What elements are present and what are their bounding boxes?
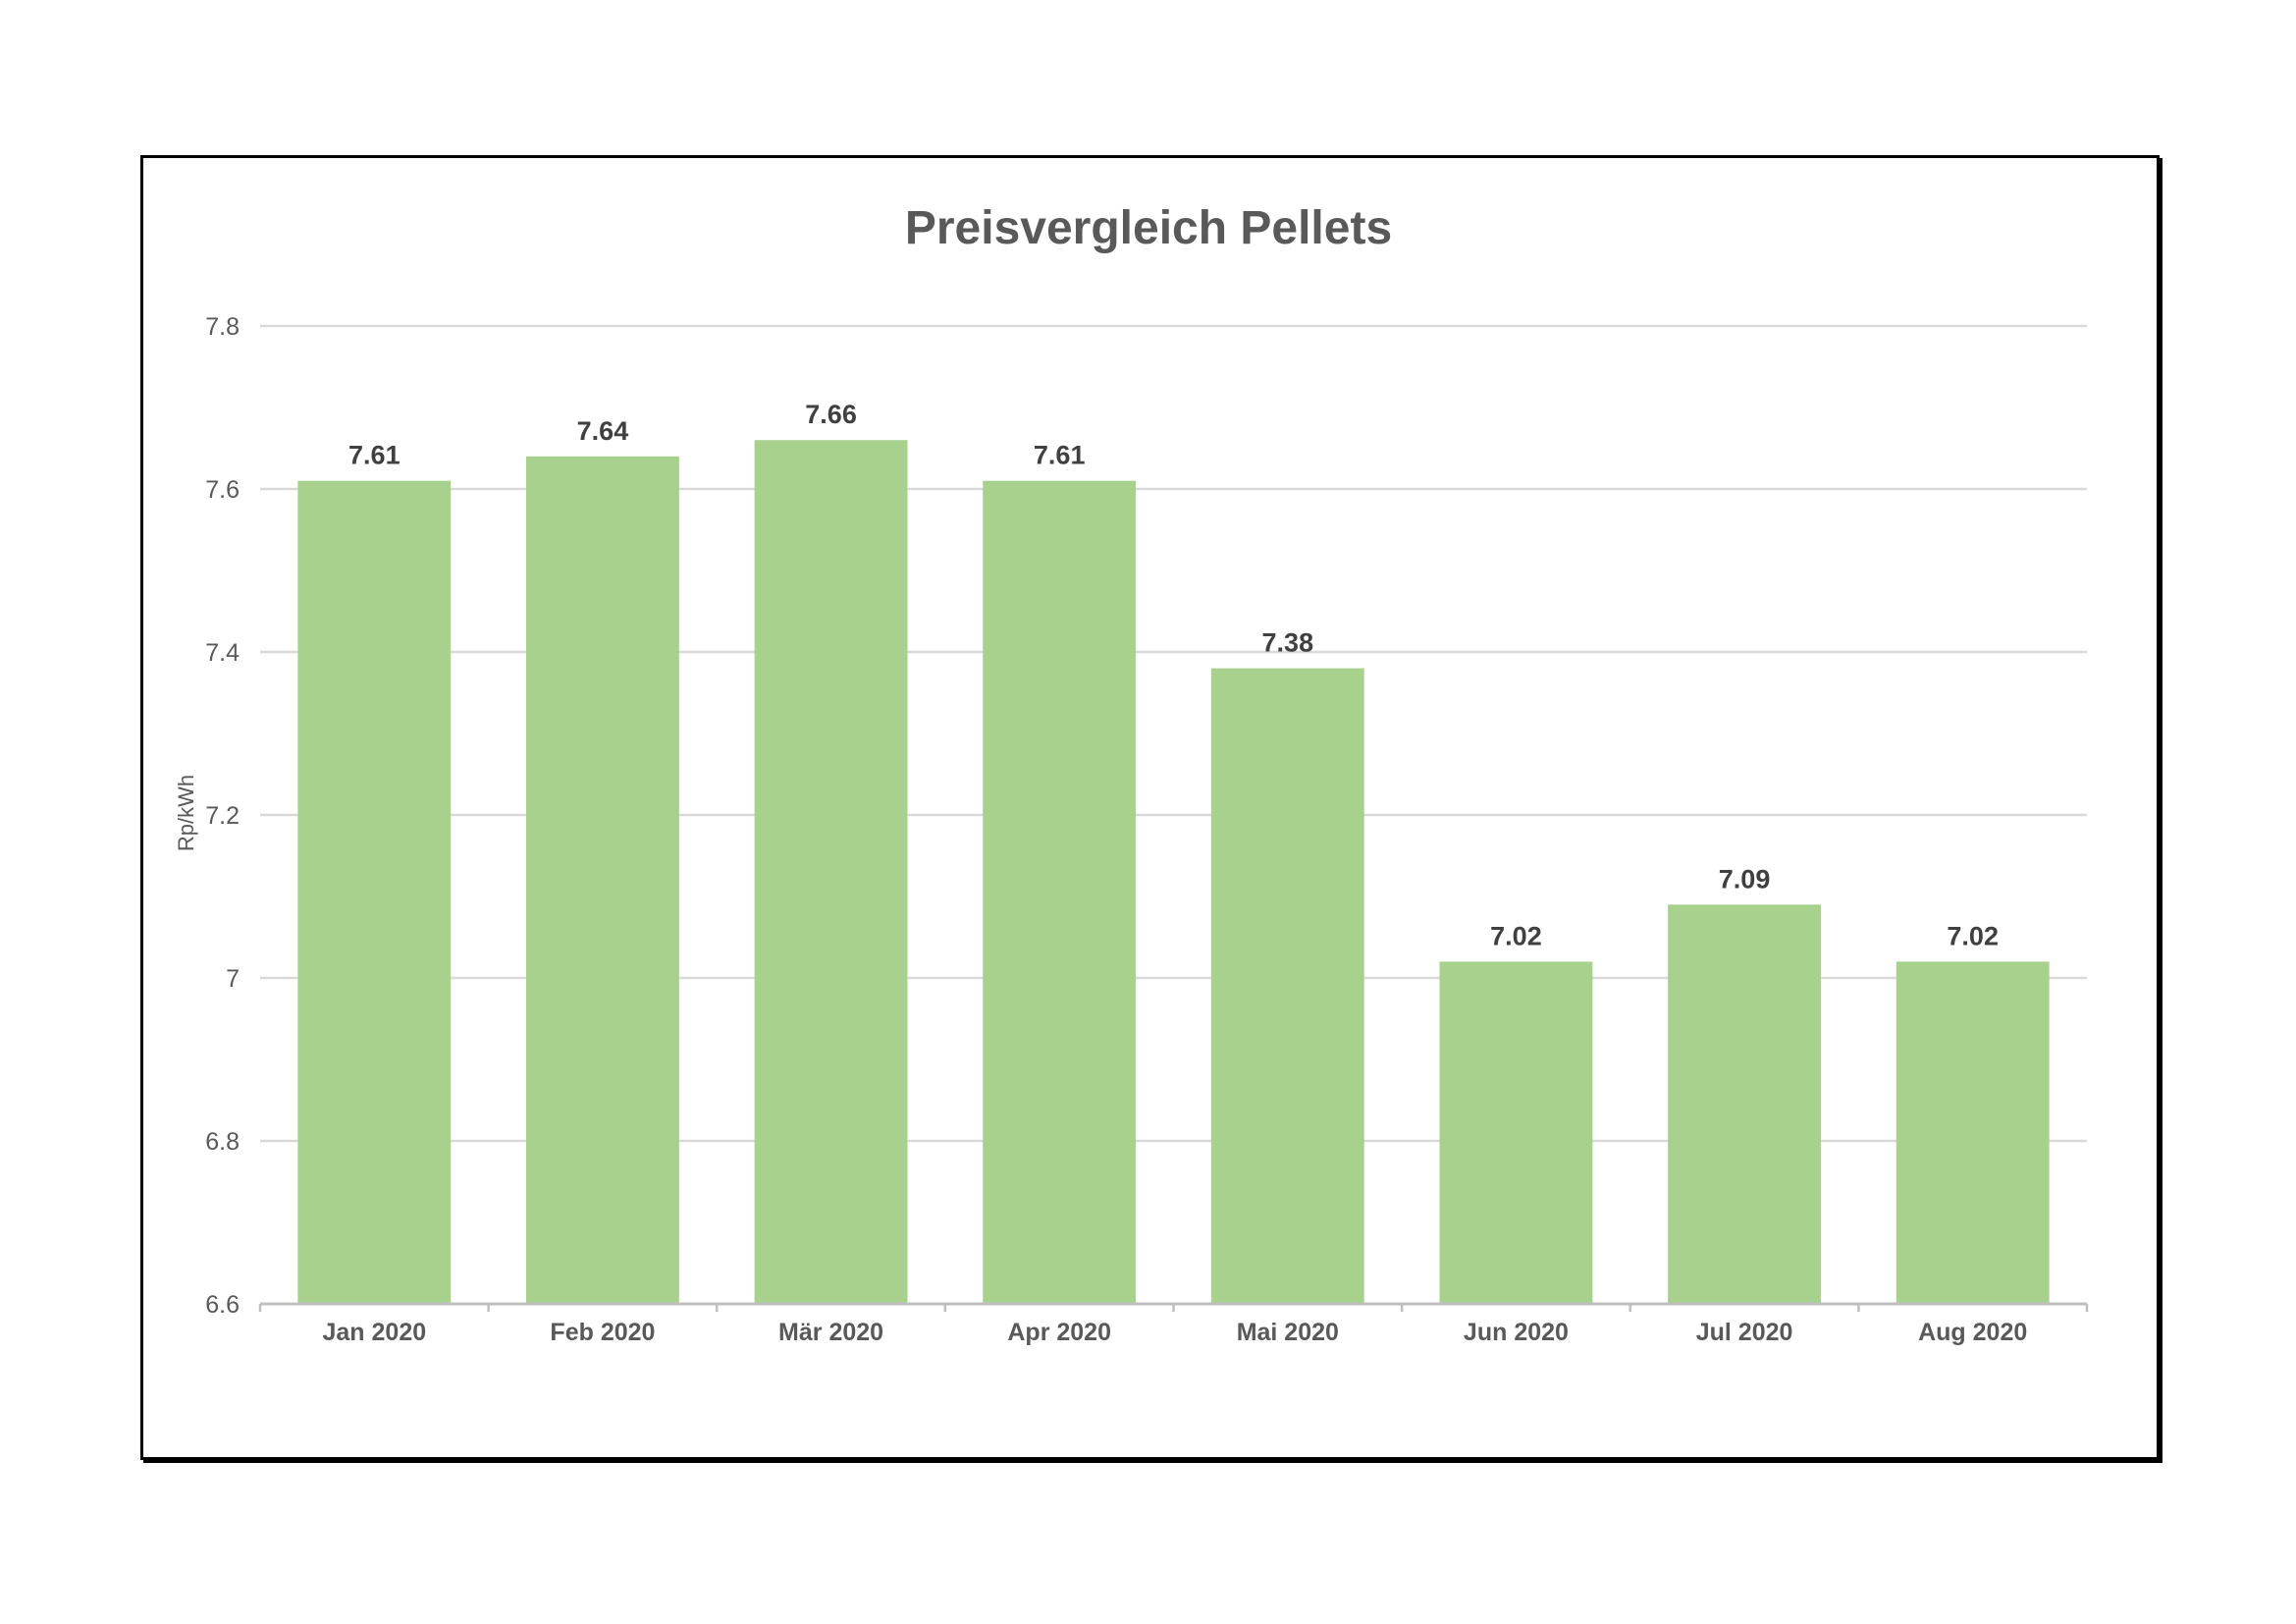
- data-label: 7.02: [1490, 921, 1542, 950]
- x-axis: [258, 1302, 2089, 1312]
- data-labels: 7.61 7.64 7.66 7.61 7.38 7.02 7.09 7.02: [348, 400, 1999, 950]
- bar: [754, 440, 908, 1304]
- y-axis-ticks: 6.6 6.8 7 7.2 7.4 7.6 7.8: [205, 313, 240, 1319]
- x-axis-ticks: Jan 2020 Feb 2020 Mär 2020 Apr 2020 Mai 2020…: [322, 1319, 2027, 1346]
- x-tick-label: Mär 2020: [778, 1319, 883, 1346]
- data-label: 7.66: [805, 400, 857, 429]
- bar: [1210, 668, 1364, 1304]
- x-tick-label: Apr 2020: [1007, 1319, 1111, 1346]
- data-label: 7.38: [1262, 628, 1314, 658]
- chart-frame: [140, 155, 2160, 1460]
- y-axis-label: Rp/kWh: [174, 775, 198, 851]
- data-label: 7.09: [1719, 864, 1771, 893]
- x-tick-label: Aug 2020: [1918, 1319, 2027, 1346]
- x-tick-label: Feb 2020: [550, 1319, 655, 1346]
- y-tick-label: 6.6: [205, 1291, 240, 1319]
- bar: [1668, 904, 1821, 1304]
- data-label: 7.61: [348, 441, 400, 470]
- bar: [1439, 961, 1593, 1304]
- y-tick-label: 7.2: [205, 802, 240, 830]
- data-label: 7.02: [1947, 921, 1999, 950]
- x-tick-label: Mai 2020: [1237, 1319, 1339, 1346]
- x-tick-label: Jun 2020: [1464, 1319, 1569, 1346]
- chart-title: Preisvergleich Pellets: [905, 202, 1392, 254]
- x-tick-label: Jan 2020: [322, 1319, 426, 1346]
- y-tick-label: 6.8: [205, 1128, 240, 1156]
- bar: [1896, 961, 2050, 1304]
- data-label: 7.61: [1034, 441, 1086, 470]
- y-tick-label: 7.6: [205, 476, 240, 504]
- y-tick-label: 7.4: [205, 639, 240, 667]
- y-tick-label: 7: [226, 965, 240, 993]
- bar: [983, 480, 1137, 1304]
- y-tick-label: 7.8: [205, 313, 240, 341]
- bars: [297, 440, 2050, 1304]
- bar: [526, 456, 679, 1304]
- bar: [297, 480, 452, 1304]
- data-label: 7.64: [577, 416, 629, 446]
- x-tick-label: Jul 2020: [1696, 1319, 1793, 1346]
